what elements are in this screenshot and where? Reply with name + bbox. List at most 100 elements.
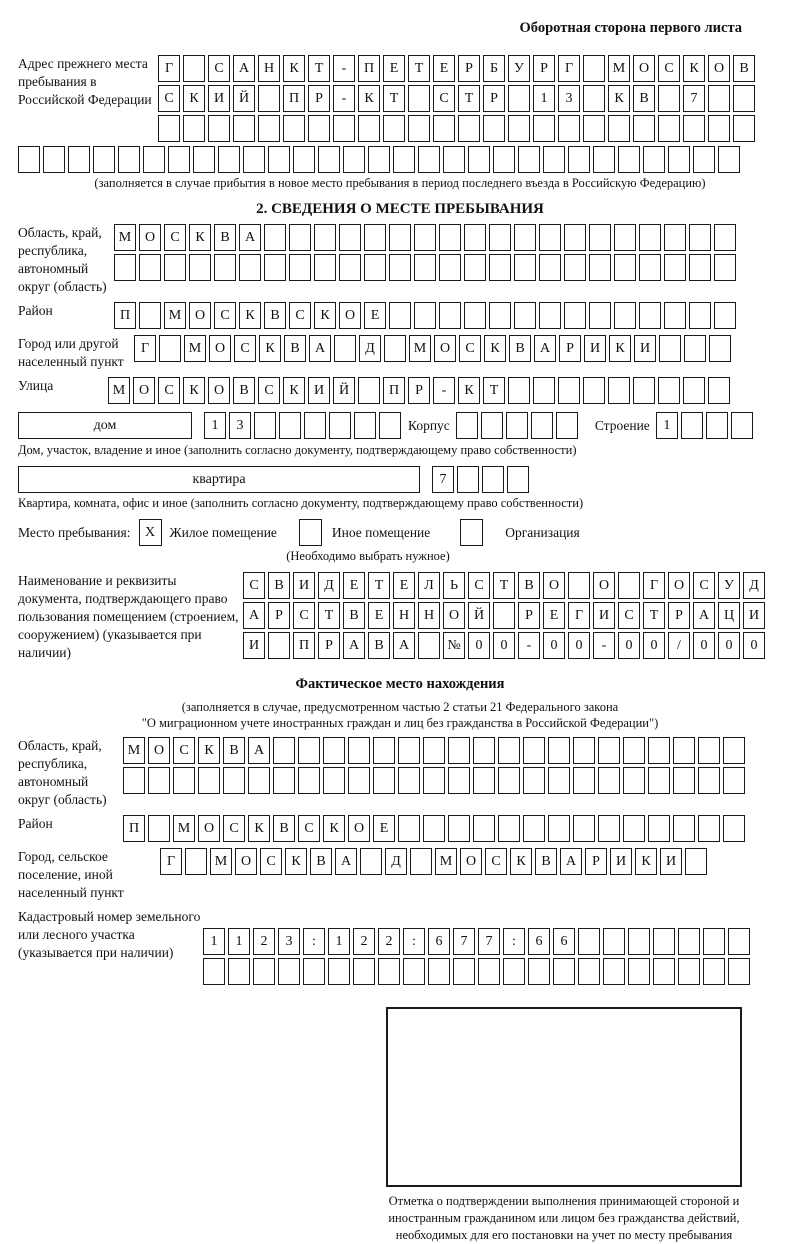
form-cell[interactable]: И [208, 85, 230, 112]
form-cell[interactable]: Ц [718, 602, 740, 629]
form-cell[interactable] [18, 146, 40, 173]
form-cell[interactable] [218, 146, 240, 173]
form-cell[interactable]: В [223, 737, 245, 764]
form-cell[interactable]: Р [483, 85, 505, 112]
form-cell[interactable]: М [435, 848, 457, 875]
form-cell[interactable]: П [283, 85, 305, 112]
form-cell[interactable]: О [148, 737, 170, 764]
form-cell[interactable]: А [393, 632, 415, 659]
form-cell[interactable]: К [323, 815, 345, 842]
checkbox-inoe[interactable] [298, 519, 322, 546]
form-cell[interactable]: М [123, 737, 145, 764]
form-cell[interactable] [379, 412, 401, 439]
form-cell[interactable] [389, 302, 411, 329]
form-cell[interactable] [339, 224, 361, 251]
form-cell[interactable] [343, 146, 365, 173]
form-cell[interactable]: 7 [453, 928, 475, 955]
form-cell[interactable] [368, 146, 390, 173]
form-cell[interactable] [558, 115, 580, 142]
form-cell[interactable] [568, 572, 590, 599]
form-cell[interactable] [548, 737, 570, 764]
form-cell[interactable] [223, 767, 245, 794]
form-cell[interactable] [703, 928, 725, 955]
form-cell[interactable]: : [403, 928, 425, 955]
form-cell[interactable] [283, 115, 305, 142]
form-cell[interactable]: Т [458, 85, 480, 112]
form-cell[interactable] [114, 254, 136, 281]
form-cell[interactable] [468, 146, 490, 173]
form-cell[interactable]: К [609, 335, 631, 362]
form-cell[interactable] [473, 767, 495, 794]
form-cell[interactable]: А [309, 335, 331, 362]
form-cell[interactable] [673, 767, 695, 794]
form-cell[interactable] [518, 146, 540, 173]
form-cell[interactable] [643, 146, 665, 173]
form-cell[interactable] [333, 115, 355, 142]
form-cell[interactable] [618, 572, 640, 599]
form-cell[interactable] [633, 115, 655, 142]
form-cell[interactable] [448, 815, 470, 842]
form-cell[interactable] [439, 224, 461, 251]
form-cell[interactable] [573, 815, 595, 842]
form-cell[interactable] [254, 412, 276, 439]
form-cell[interactable] [303, 958, 325, 985]
form-cell[interactable] [684, 335, 706, 362]
form-cell[interactable] [410, 848, 432, 875]
form-cell[interactable] [628, 928, 650, 955]
form-cell[interactable] [583, 377, 605, 404]
form-cell[interactable]: М [409, 335, 431, 362]
form-cell[interactable]: Б [483, 55, 505, 82]
form-cell[interactable]: В [233, 377, 255, 404]
form-cell[interactable]: С [298, 815, 320, 842]
form-cell[interactable] [339, 254, 361, 281]
form-cell[interactable]: В [368, 632, 390, 659]
form-cell[interactable] [493, 602, 515, 629]
form-cell[interactable] [183, 115, 205, 142]
form-cell[interactable]: М [173, 815, 195, 842]
form-cell[interactable] [418, 146, 440, 173]
form-cell[interactable] [514, 302, 536, 329]
form-cell[interactable] [505, 412, 528, 439]
form-cell[interactable]: 1 [533, 85, 555, 112]
form-cell[interactable]: О [593, 572, 615, 599]
form-cell[interactable]: У [508, 55, 530, 82]
form-cell[interactable] [703, 958, 725, 985]
form-cell[interactable] [298, 737, 320, 764]
form-cell[interactable] [533, 115, 555, 142]
form-cell[interactable]: Р [533, 55, 555, 82]
form-cell[interactable] [603, 958, 625, 985]
form-cell[interactable] [564, 224, 586, 251]
form-cell[interactable]: И [593, 602, 615, 629]
cadastral-row-2[interactable] [203, 958, 753, 985]
form-cell[interactable] [304, 412, 326, 439]
form-cell[interactable]: / [668, 632, 690, 659]
form-cell[interactable]: 1 [203, 928, 225, 955]
form-cell[interactable] [233, 115, 255, 142]
form-cell[interactable] [253, 958, 275, 985]
form-cell[interactable]: С [618, 602, 640, 629]
form-cell[interactable] [653, 958, 675, 985]
form-cell[interactable] [573, 737, 595, 764]
form-cell[interactable]: 0 [468, 632, 490, 659]
form-cell[interactable] [564, 254, 586, 281]
form-cell[interactable]: 1 [204, 412, 226, 439]
form-cell[interactable]: А [233, 55, 255, 82]
form-cell[interactable] [478, 958, 500, 985]
form-cell[interactable] [603, 928, 625, 955]
form-cell[interactable]: В [310, 848, 332, 875]
form-cell[interactable]: С [223, 815, 245, 842]
form-cell[interactable] [568, 146, 590, 173]
form-cell[interactable]: В [264, 302, 286, 329]
form-cell[interactable]: О [339, 302, 361, 329]
form-cell[interactable]: К [198, 737, 220, 764]
form-cell[interactable]: 2 [378, 928, 400, 955]
form-cell[interactable] [433, 115, 455, 142]
form-cell[interactable] [653, 928, 675, 955]
form-cell[interactable]: Д [385, 848, 407, 875]
form-cell[interactable] [373, 737, 395, 764]
form-cell[interactable] [709, 335, 731, 362]
form-cell[interactable]: А [239, 224, 261, 251]
form-cell[interactable]: К [259, 335, 281, 362]
form-cell[interactable] [628, 958, 650, 985]
